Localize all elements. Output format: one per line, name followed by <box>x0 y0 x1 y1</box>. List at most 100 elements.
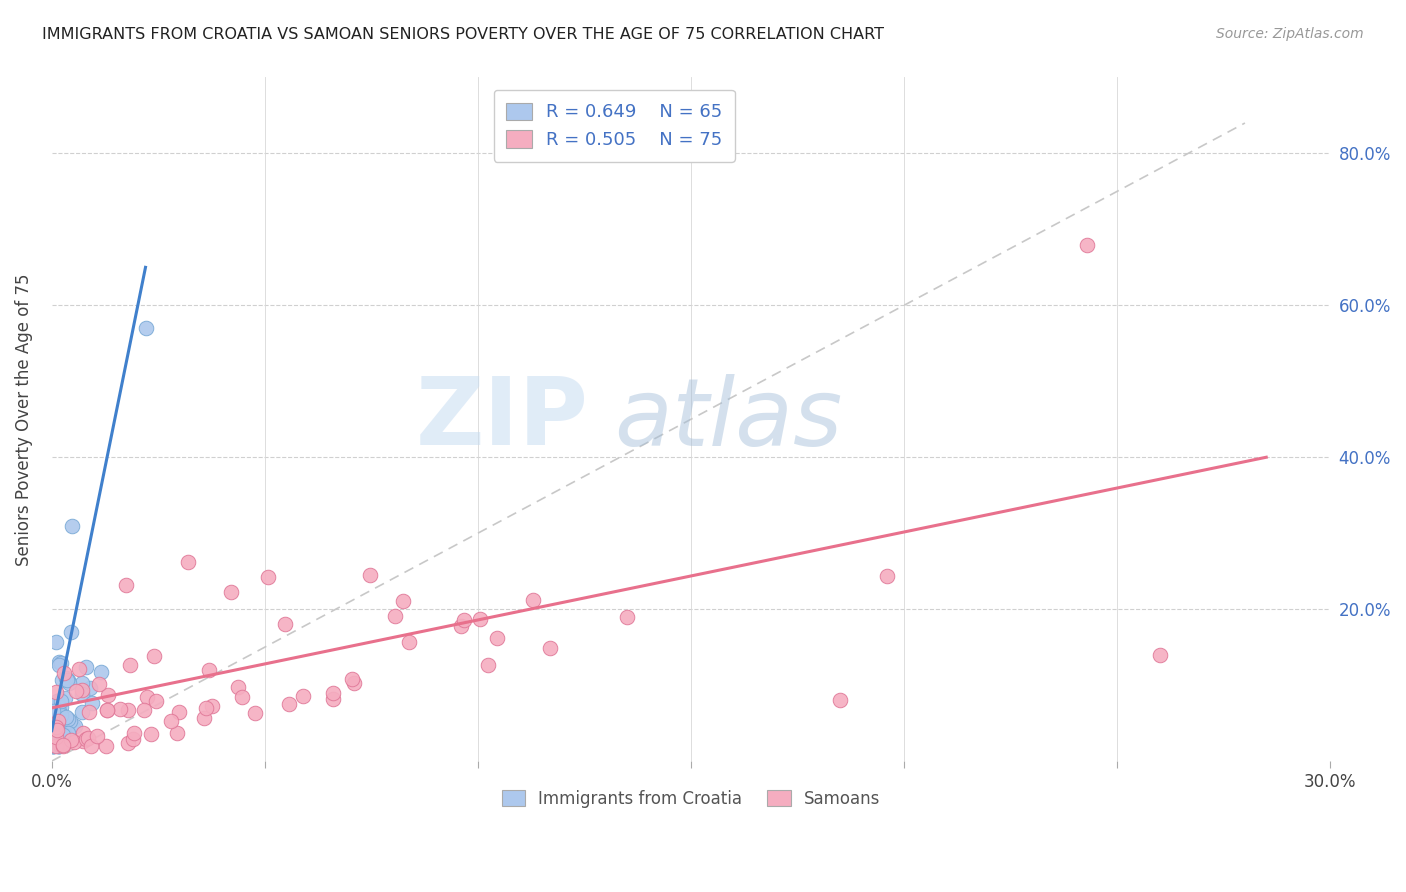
Point <box>65 684 87 698</box>
Point <box>48 657 70 672</box>
Point <box>876 569 898 583</box>
Point <box>485 632 508 646</box>
Point <box>56 726 79 740</box>
Point <box>45 720 67 734</box>
Point <box>343 676 366 690</box>
Point <box>322 686 344 700</box>
Point <box>42 739 65 753</box>
Point <box>60 733 83 747</box>
Point <box>56 712 79 726</box>
Point <box>42 704 65 718</box>
Point <box>46 707 69 722</box>
Point <box>450 619 472 633</box>
Point <box>55 671 77 685</box>
Point <box>52 722 75 736</box>
Point <box>63 719 86 733</box>
Point <box>115 578 138 592</box>
Point <box>62 720 84 734</box>
Point <box>48 656 70 670</box>
Point <box>42 702 65 716</box>
Point <box>87 677 110 691</box>
Point <box>231 690 253 705</box>
Point <box>48 704 70 718</box>
Text: ZIP: ZIP <box>416 373 589 466</box>
Point <box>616 609 638 624</box>
Point <box>145 694 167 708</box>
Point <box>80 696 103 710</box>
Point <box>193 711 215 725</box>
Point <box>52 739 75 753</box>
Point <box>42 726 65 740</box>
Point <box>52 714 75 729</box>
Point <box>48 739 70 753</box>
Text: Source: ZipAtlas.com: Source: ZipAtlas.com <box>1216 27 1364 41</box>
Point <box>278 697 301 711</box>
Point <box>398 635 420 649</box>
Point <box>53 665 76 680</box>
Point <box>75 660 97 674</box>
Point <box>53 728 76 742</box>
Point <box>97 688 120 702</box>
Point <box>110 701 132 715</box>
Point <box>45 696 67 710</box>
Point <box>226 680 249 694</box>
Point <box>77 706 100 720</box>
Point <box>48 725 70 739</box>
Point <box>46 714 69 729</box>
Point <box>44 704 66 718</box>
Point <box>359 568 381 582</box>
Point <box>48 726 70 740</box>
Y-axis label: Seniors Poverty Over the Age of 75: Seniors Poverty Over the Age of 75 <box>15 273 32 566</box>
Point <box>52 728 75 742</box>
Point <box>45 730 67 744</box>
Point <box>453 613 475 627</box>
Point <box>468 612 491 626</box>
Point <box>121 732 143 747</box>
Point <box>60 624 83 639</box>
Point <box>72 682 94 697</box>
Point <box>79 681 101 695</box>
Point <box>219 584 242 599</box>
Text: IMMIGRANTS FROM CROATIA VS SAMOAN SENIORS POVERTY OVER THE AGE OF 75 CORRELATION: IMMIGRANTS FROM CROATIA VS SAMOAN SENIOR… <box>42 27 884 42</box>
Point <box>49 732 72 747</box>
Point <box>55 691 77 706</box>
Point <box>117 735 139 749</box>
Point <box>42 739 65 753</box>
Point <box>55 710 77 724</box>
Point <box>134 321 156 335</box>
Point <box>72 676 94 690</box>
Point <box>201 698 224 713</box>
Point <box>49 693 72 707</box>
Point <box>1076 237 1098 252</box>
Point <box>42 704 65 718</box>
Point <box>86 730 108 744</box>
Point <box>51 673 73 688</box>
Point <box>58 676 80 690</box>
Point <box>62 735 84 749</box>
Text: atlas: atlas <box>614 374 842 465</box>
Point <box>48 739 70 753</box>
Point <box>58 727 80 741</box>
Point <box>72 726 94 740</box>
Point <box>44 731 66 745</box>
Point <box>80 739 103 753</box>
Point <box>45 739 67 753</box>
Point <box>60 518 83 533</box>
Point <box>132 703 155 717</box>
Point <box>42 739 65 753</box>
Point <box>122 726 145 740</box>
Point <box>72 705 94 719</box>
Point <box>198 663 221 677</box>
Point <box>70 687 93 701</box>
Point <box>143 648 166 663</box>
Point <box>48 739 70 753</box>
Point <box>72 734 94 748</box>
Point <box>45 635 67 649</box>
Point <box>77 731 100 745</box>
Point <box>384 609 406 624</box>
Point <box>177 555 200 569</box>
Point <box>340 673 363 687</box>
Point <box>538 640 561 655</box>
Point <box>52 739 75 753</box>
Point <box>44 722 66 736</box>
